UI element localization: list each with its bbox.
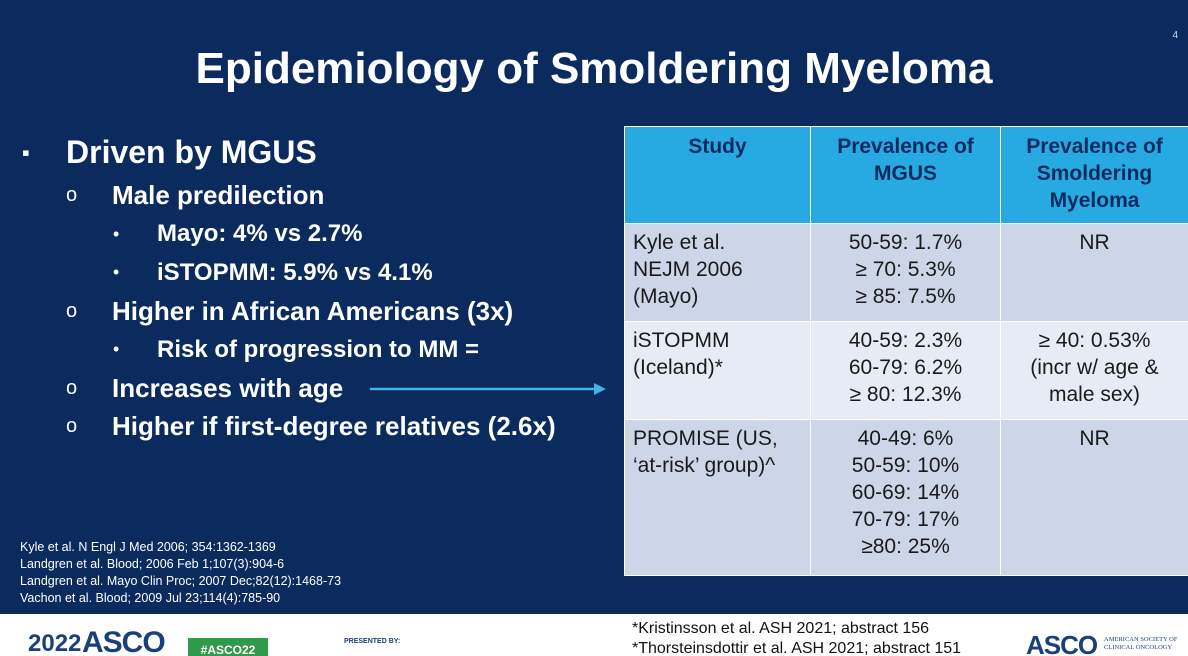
table-cell: iSTOPMM (Iceland)* <box>624 321 811 420</box>
logo-year: 2022 <box>28 630 82 656</box>
page-number: 4 <box>1172 30 1178 41</box>
cell-line: NR <box>1079 427 1110 450</box>
bullet-marker: ▪ <box>22 139 30 165</box>
cell-line: (incr w/ age & <box>1030 356 1159 379</box>
footnote: *Kristinsson et al. ASH 2021; abstract 1… <box>632 620 930 637</box>
cell-line: 40-49: 6% <box>857 427 954 450</box>
table-row: iSTOPMM (Iceland)* 40-59: 2.3% 60-79: 6.2% ≥… <box>624 321 1188 420</box>
header-line: Prevalence of <box>837 135 974 158</box>
header-line: Study <box>688 135 747 158</box>
cell-line: ≥ 85: 7.5% <box>855 285 956 308</box>
table-cell: NR <box>1000 223 1188 322</box>
cell-line: NEJM 2006 <box>633 258 743 281</box>
reference: Landgren et al. Blood; 2006 Feb 1;107(3)… <box>20 557 285 571</box>
bullet-marker: o <box>66 299 78 322</box>
cell-line: (Iceland)* <box>633 356 723 379</box>
table-row: PROMISE (US, ‘at-risk’ group)^ 40-49: 6% 50… <box>624 419 1188 576</box>
cell-line: ≥ 80: 12.3% <box>849 383 962 406</box>
logo-asco: ASCO <box>82 626 166 656</box>
bullet-marker: • <box>113 223 120 244</box>
bullet-marker: o <box>66 184 78 206</box>
bullet-text: Male predilection <box>112 180 325 211</box>
cell-line: 40-59: 2.3% <box>848 329 963 352</box>
table-cell: NR <box>1000 419 1188 576</box>
bullet-text: Risk of progression to MM = <box>157 335 480 363</box>
table-header-cell: Prevalence of MGUS <box>810 126 1001 224</box>
cell-line: NR <box>1079 231 1110 254</box>
arrow <box>370 383 606 395</box>
cell-line: 60-69: 14% <box>851 481 960 504</box>
bullet-text: Higher in African Americans (3x) <box>112 295 514 326</box>
cell-line: (Mayo) <box>633 285 699 308</box>
table-header-cell: Prevalence of Smoldering Myeloma <box>1000 126 1188 224</box>
bullet-marker: o <box>66 376 78 399</box>
table-header-cell: Study <box>624 126 811 224</box>
table-header-row: Study Prevalence of MGUS Prevalence of Smold… <box>624 126 1188 224</box>
bullet-text: Increases with age <box>112 372 344 403</box>
cell-line: ‘at-risk’ group)^ <box>633 454 776 477</box>
table-cell: 40-49: 6% 50-59: 10% 60-69: 14% 70-79: 17% ≥… <box>810 419 1001 576</box>
table-cell: ≥ 40: 0.53% (incr w/ age & male sex) <box>1000 321 1188 420</box>
cell-line: iSTOPMM <box>633 329 730 352</box>
table-row: Kyle et al. NEJM 2006 (Mayo) 50-59: 1.7% ≥ 7… <box>624 223 1188 322</box>
table-cell: Kyle et al. NEJM 2006 (Mayo) <box>624 223 811 322</box>
cell-line: ≥ 40: 0.53% <box>1038 329 1151 352</box>
footer: 2022 ASCO #ASCO22 PRESENTED BY: ASCO AME… <box>0 614 1188 656</box>
cell-line: Kyle et al. <box>633 231 726 254</box>
bullet-text: iSTOPMM: 5.9% vs 4.1% <box>157 258 433 286</box>
cell-line: 60-79: 6.2% <box>848 356 963 379</box>
presented-by: PRESENTED BY: <box>344 638 401 645</box>
reference: Kyle et al. N Engl J Med 2006; 354:1362-… <box>20 540 276 554</box>
cell-line: 50-59: 10% <box>851 454 960 477</box>
bullet-text: Higher if first-degree relatives (2.6x) <box>112 411 556 442</box>
table-cell: 40-59: 2.3% 60-79: 6.2% ≥ 80: 12.3% <box>810 321 1001 420</box>
bullet-marker: • <box>113 262 120 283</box>
bullet-text: Mayo: 4% vs 2.7% <box>157 220 363 248</box>
cell-line: ≥80: 25% <box>861 535 950 558</box>
prevalence-table: Study Prevalence of MGUS Prevalence of Smold… <box>624 126 1188 576</box>
header-line: Smoldering <box>1036 162 1153 185</box>
org-short: ASCO <box>1026 630 1098 656</box>
header-line: Prevalence of <box>1026 135 1163 158</box>
cell-line: PROMISE (US, <box>633 427 778 450</box>
cell-line: 70-79: 17% <box>851 508 960 531</box>
org-full-1: AMERICAN SOCIETY OF <box>1104 636 1178 643</box>
reference: Landgren et al. Mayo Clin Proc; 2007 Dec… <box>20 574 342 588</box>
table-body: Kyle et al. NEJM 2006 (Mayo) 50-59: 1.7% ≥ 7… <box>624 223 1188 576</box>
bullet-marker: • <box>113 339 120 360</box>
org-full-2: CLINICAL ONCOLOGY <box>1104 644 1173 651</box>
hashtag: #ASCO22 <box>188 638 268 656</box>
bullet-text: Driven by MGUS <box>66 133 317 170</box>
cell-line: male sex) <box>1048 383 1141 406</box>
table-cell: PROMISE (US, ‘at-risk’ group)^ <box>624 419 811 576</box>
cell-line: ≥ 70: 5.3% <box>855 258 956 281</box>
table-cell: 50-59: 1.7% ≥ 70: 5.3% ≥ 85: 7.5% <box>810 223 1001 322</box>
header-line: Myeloma <box>1049 189 1140 212</box>
bullet-marker: o <box>66 415 78 437</box>
footnote: *Thorsteinsdottir et al. ASH 2021; abstr… <box>632 640 962 656</box>
slide-title: Epidemiology of Smoldering Myeloma <box>195 44 993 93</box>
reference: Vachon et al. Blood; 2009 Jul 23;114(4):… <box>20 591 281 605</box>
cell-line: 50-59: 1.7% <box>848 231 963 254</box>
header-line: MGUS <box>874 162 937 185</box>
